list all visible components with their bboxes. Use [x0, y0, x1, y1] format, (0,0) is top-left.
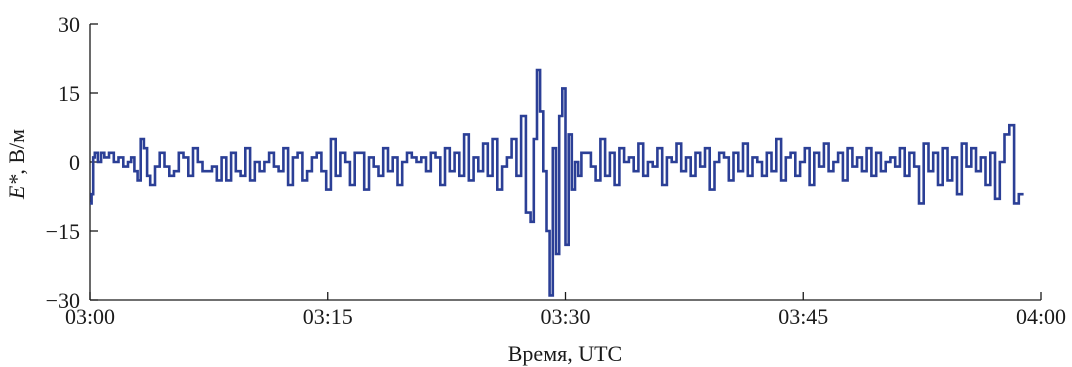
x-tick-label: 03:00 [65, 304, 115, 329]
series-line [90, 68, 1024, 297]
y-tick-label: −30 [46, 288, 80, 313]
y-axis-title: E*, В/м [4, 129, 29, 200]
y-tick-label: 30 [58, 12, 80, 37]
y-tick-label: 0 [69, 150, 80, 175]
y-tick-label: −15 [46, 219, 80, 244]
x-axis-title: Время, UTC [508, 341, 622, 366]
x-tick-label: 03:45 [778, 304, 828, 329]
y-axis-title-variable: E* [4, 175, 29, 200]
x-tick-label: 04:00 [1016, 304, 1066, 329]
x-tick-label: 03:15 [303, 304, 353, 329]
chart-series-group [90, 68, 1024, 297]
y-tick-label: 15 [58, 81, 80, 106]
y-axis-title-unit: , В/м [4, 129, 29, 175]
x-tick-label: 03:30 [540, 304, 590, 329]
